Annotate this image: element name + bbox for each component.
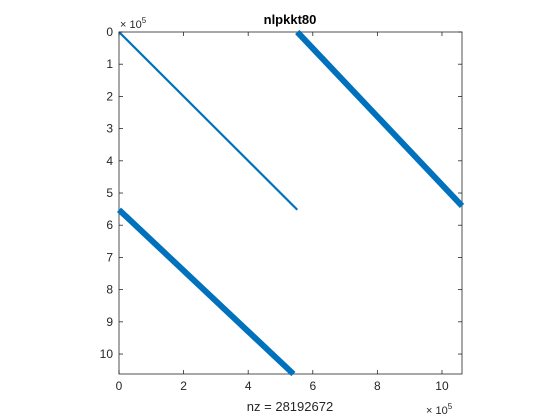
x-exponent-power: 5 — [448, 402, 453, 411]
x-tick-label: 8 — [374, 379, 381, 393]
y-tick-label: 7 — [106, 250, 113, 264]
plot-area — [116, 29, 465, 377]
y-tick-label: 6 — [106, 218, 113, 232]
x-tick-label: 0 — [116, 379, 123, 393]
y-tick-marks — [119, 31, 462, 355]
x-tick-label: 6 — [309, 379, 316, 393]
y-tick-label: 2 — [106, 89, 113, 103]
y-tick-label: 5 — [106, 186, 113, 200]
y-tick-label: 3 — [106, 122, 113, 136]
y-exponent-base: × 10 — [120, 19, 142, 31]
band-lower-left-block — [116, 207, 296, 377]
x-tick-label: 4 — [245, 379, 252, 393]
y-exponent-power: 5 — [142, 16, 147, 25]
x-axis-label: nz = 28192672 — [247, 399, 333, 414]
y-tick-label: 10 — [100, 347, 114, 361]
x-tick-label: 10 — [435, 379, 449, 393]
y-tick-label: 8 — [106, 283, 113, 297]
y-tick-label: 9 — [106, 315, 113, 329]
chart-title: nlpkkt80 — [264, 12, 317, 27]
y-tick-label: 4 — [106, 154, 113, 168]
x-tick-marks — [118, 32, 443, 374]
x-exponent-base: × 10 — [426, 405, 448, 417]
y-tick-labels: 0 1 2 3 4 5 6 7 8 9 10 — [100, 25, 114, 361]
data-bands — [116, 29, 465, 377]
y-axis-exponent: × 105 — [120, 16, 147, 31]
x-tick-labels: 0 2 4 6 8 10 — [116, 379, 449, 393]
x-axis-exponent: × 105 — [426, 402, 453, 417]
band-upper-right-block — [295, 29, 465, 208]
y-tick-label: 1 — [106, 57, 113, 71]
x-tick-label: 2 — [180, 379, 187, 393]
y-tick-label: 0 — [106, 25, 113, 39]
band-diagonal — [118, 31, 299, 211]
